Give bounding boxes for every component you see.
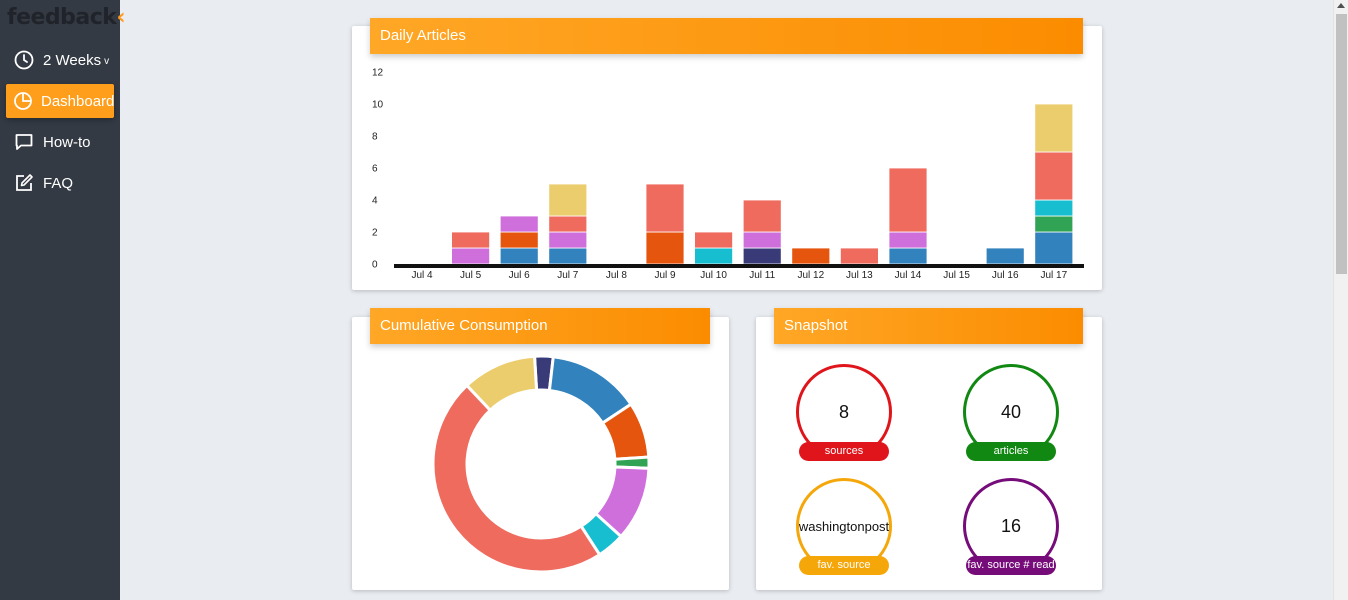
bar-segment [694, 247, 734, 265]
bar-segment [499, 231, 539, 249]
sidebar-item-dashboard[interactable]: Dashboard [6, 84, 114, 118]
bar-segment [1034, 215, 1074, 233]
bar-segment [548, 247, 588, 265]
bar-segment [499, 215, 539, 233]
bar-segment [645, 231, 685, 265]
stat-sources-label: sources [799, 442, 889, 461]
bar-segment [888, 231, 928, 249]
cumulative-consumption-card: Cumulative Consumption [352, 308, 729, 590]
x-tick-label: Jul 4 [411, 270, 433, 281]
bar-segment [791, 247, 831, 265]
x-tick-label: Jul 14 [895, 270, 922, 281]
snapshot-header: Snapshot [774, 308, 1083, 344]
bar-segment [548, 183, 588, 217]
bar-segment [985, 247, 1025, 265]
x-tick-label: Jul 9 [654, 270, 676, 281]
scroll-up-arrow-icon[interactable] [1337, 3, 1345, 8]
stat-articles-label: articles [966, 442, 1056, 461]
bar-segment [888, 247, 928, 265]
sidebar-item-faq[interactable]: FAQ [6, 166, 114, 200]
clock-icon [13, 49, 35, 71]
bar-segment [1034, 103, 1074, 153]
sidebar-item-label: FAQ [43, 174, 74, 192]
x-tick-label: Jul 16 [992, 270, 1019, 281]
daily-articles-chart: 0 2 4 6 8 10 12 Jul 4 Jul 5 Jul 6 Jul 7 Jul 8 Jul 9 J… [372, 68, 1084, 281]
x-tick-label: Jul 8 [606, 270, 628, 281]
bar-segment [1034, 151, 1074, 201]
donut-slice [464, 354, 539, 413]
page-scrollbar[interactable] [1333, 0, 1348, 600]
x-tick-label: Jul 13 [846, 270, 873, 281]
y-tick-label: 2 [372, 228, 378, 239]
sidebar-item-label: How-to [43, 133, 91, 151]
sidebar-item-label: Dashboard [41, 92, 115, 110]
donut-slice [431, 383, 602, 574]
sidebar-item-how-to[interactable]: How-to [6, 125, 114, 159]
bar-segment [1034, 199, 1074, 217]
y-tick-label: 12 [372, 68, 384, 79]
time-range-label: 2 Weeks [43, 51, 102, 69]
cumulative-consumption-header: Cumulative Consumption [370, 308, 710, 344]
bar-segment [451, 247, 490, 265]
cumulative-donut-chart [431, 354, 651, 574]
stat-fav-source-read: 16 fav. source # read [961, 478, 1061, 582]
stat-fav-source-value: washingtonpost [796, 478, 892, 574]
logo-text: feedback [7, 5, 117, 30]
stat-fav-source-label: fav. source [799, 556, 889, 575]
time-range-dropdown[interactable]: 2 Weeks v [6, 43, 114, 77]
chevron-down-icon: v [104, 55, 110, 67]
bar-segment [548, 215, 588, 233]
bar-segment [742, 247, 782, 265]
x-tick-label: Jul 17 [1040, 270, 1067, 281]
bar-segment [645, 183, 685, 233]
snapshot-card: Snapshot 8 sources 40 articles washingto… [756, 308, 1102, 590]
edit-icon [13, 172, 35, 194]
y-tick-label: 4 [372, 196, 378, 207]
x-tick-label: Jul 11 [749, 270, 775, 281]
bar-segment [742, 199, 782, 233]
x-tick-label: Jul 6 [509, 270, 531, 281]
x-tick-label: Jul 7 [557, 270, 579, 281]
stat-fav-source: washingtonpost fav. source [794, 478, 894, 582]
daily-articles-card: Daily Articles 0 2 4 6 8 10 12 Jul 4 Jul 5 Jul 6 J… [352, 18, 1102, 290]
stat-fav-source-read-label: fav. source # read [966, 556, 1056, 575]
stat-sources: 8 sources [794, 364, 894, 468]
bar-segment [1034, 231, 1074, 265]
y-tick-label: 10 [372, 100, 384, 111]
chat-bubble-icon [13, 131, 35, 153]
app-logo[interactable]: feedback‹ [7, 5, 125, 30]
x-tick-label: Jul 15 [943, 270, 970, 281]
bar-segment [548, 231, 588, 249]
bar-segment [742, 231, 782, 249]
daily-articles-header: Daily Articles [370, 18, 1083, 54]
pie-chart-icon [13, 90, 33, 112]
y-tick-label: 0 [372, 260, 378, 271]
bar-segment [888, 167, 928, 233]
scroll-thumb[interactable] [1336, 14, 1347, 274]
bar-segment [499, 247, 539, 265]
stat-articles: 40 articles [961, 364, 1061, 468]
y-tick-label: 6 [372, 164, 378, 175]
bar-segment [694, 231, 734, 249]
x-tick-label: Jul 12 [797, 270, 824, 281]
bar-segment [839, 247, 879, 265]
x-tick-label: Jul 10 [700, 270, 727, 281]
y-tick-label: 8 [372, 132, 378, 143]
x-tick-label: Jul 5 [460, 270, 482, 281]
bar-segment [451, 231, 490, 249]
sidebar: feedback‹ 2 Weeks v Dashboard How-to FAQ [0, 0, 125, 600]
logo-accent: ‹ [116, 5, 126, 30]
